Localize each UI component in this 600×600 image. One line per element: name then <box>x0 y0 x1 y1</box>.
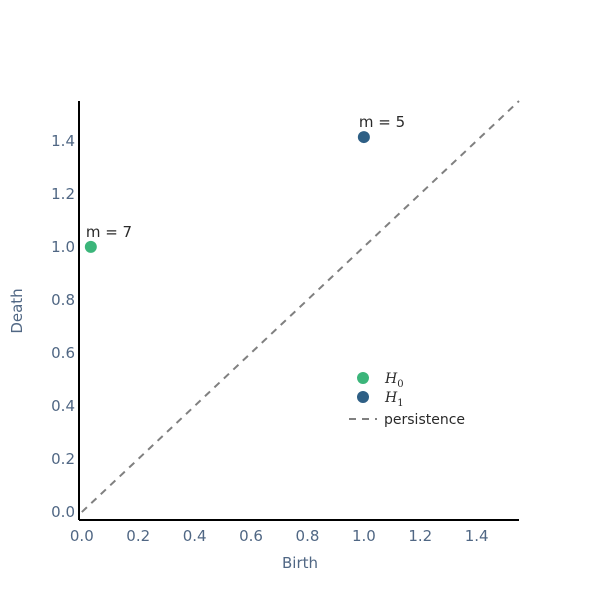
point-annotations: m = 7 m = 5 <box>86 113 405 241</box>
y-tick-label: 0.2 <box>51 450 75 468</box>
legend-label-persistence: persistence <box>384 412 465 428</box>
point-h0 <box>84 240 97 253</box>
y-tick-label: 0.4 <box>51 397 75 415</box>
legend-marker-h0 <box>357 372 369 384</box>
y-tick-label: 1.4 <box>51 132 75 150</box>
point-h1 <box>357 131 370 144</box>
x-tick-label: 1.4 <box>465 527 489 545</box>
axes-layer <box>78 101 519 521</box>
x-tick-label: 0.6 <box>239 527 263 545</box>
x-tick-label: 0.8 <box>296 527 320 545</box>
y-tick-label: 0.6 <box>51 344 75 362</box>
x-tick-label: 0.4 <box>183 527 207 545</box>
x-tick-label: 0.0 <box>70 527 94 545</box>
x-axis-title: Birth <box>282 554 318 572</box>
data-points <box>84 131 370 253</box>
legend-marker-h1 <box>357 391 369 403</box>
point-annotation: m = 7 <box>86 223 132 241</box>
y-tick-label: 1.0 <box>51 238 75 256</box>
x-tick-label: 1.0 <box>352 527 376 545</box>
y-tick-label: 1.2 <box>51 185 75 203</box>
persistence-line-layer <box>81 100 520 513</box>
x-tick-label: 0.2 <box>126 527 150 545</box>
legend-label-h0: H0 <box>384 371 404 390</box>
point-annotation: m = 5 <box>359 113 405 131</box>
y-tick-label: 0.8 <box>51 291 75 309</box>
legend-label-h1: H1 <box>384 390 404 409</box>
x-tick-label: 1.2 <box>408 527 432 545</box>
y-axis-title: Death <box>8 288 26 333</box>
persistence-line <box>81 100 520 513</box>
x-tick-labels: 0.0 0.2 0.4 0.6 0.8 1.0 1.2 1.4 <box>70 527 489 545</box>
y-tick-label: 0.0 <box>51 503 75 521</box>
y-tick-labels: 0.0 0.2 0.4 0.6 0.8 1.0 1.2 1.4 <box>51 132 75 521</box>
